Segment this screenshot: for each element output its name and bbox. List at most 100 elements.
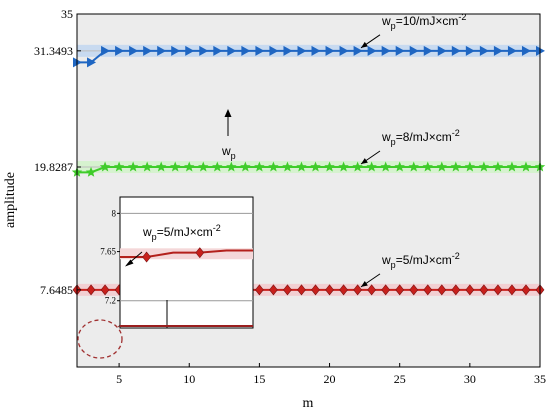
series-point-wp8 bbox=[324, 161, 335, 172]
series-wp10 bbox=[73, 45, 545, 68]
series-point-wp8 bbox=[296, 161, 307, 172]
annotation-label-main: w bbox=[381, 14, 391, 28]
annotation-label: wp=8/mJ×cm-2 bbox=[381, 128, 460, 147]
series-point-wp10 bbox=[269, 45, 279, 56]
annotation-label-sup: -2 bbox=[452, 251, 460, 261]
series-point-wp10 bbox=[157, 45, 167, 56]
series-point-wp8 bbox=[352, 161, 363, 172]
series-point-wp8 bbox=[408, 161, 419, 172]
series-point-wp8 bbox=[478, 161, 490, 172]
series-point-wp5 bbox=[311, 284, 320, 296]
series-point-wp5 bbox=[465, 284, 475, 296]
x-tick-label: 10 bbox=[183, 372, 195, 386]
series-point-wp10 bbox=[465, 45, 475, 56]
y-tick-label: 7.6485 bbox=[40, 283, 73, 297]
series-point-wp8 bbox=[113, 161, 125, 172]
annotation-label-rest: =10/mJ×cm bbox=[396, 14, 459, 28]
series-point-wp10 bbox=[493, 45, 503, 56]
x-tick-label: 25 bbox=[394, 372, 406, 386]
series-point-wp8 bbox=[240, 161, 251, 172]
annotation-label-rest: =8/mJ×cm bbox=[396, 130, 452, 144]
series-point-wp5 bbox=[451, 284, 461, 296]
series-point-wp10 bbox=[479, 45, 489, 56]
series-point-wp8 bbox=[450, 161, 462, 172]
annotation-arrow-head bbox=[361, 158, 368, 165]
series-point-wp10 bbox=[367, 45, 377, 56]
series-point-wp5 bbox=[325, 284, 334, 296]
series-point-wp10 bbox=[227, 45, 237, 56]
series-point-wp10 bbox=[185, 45, 195, 56]
inset-frame bbox=[119, 196, 254, 329]
series-point-wp5 bbox=[479, 284, 489, 296]
series-point-wp5 bbox=[353, 284, 362, 296]
plot-frame bbox=[76, 13, 541, 368]
y-tick-label: 19.8287 bbox=[34, 160, 73, 174]
series-point-wp8 bbox=[338, 161, 349, 172]
series-point-wp10 bbox=[451, 45, 461, 56]
series-point-wp8 bbox=[506, 161, 518, 172]
series-point-wp5 bbox=[86, 284, 96, 296]
series-point-wp10 bbox=[409, 45, 419, 56]
series-point-wp10 bbox=[101, 45, 111, 56]
series-annotations: wp=10/mJ×cm-2wp=8/mJ×cm-2wp=5/mJ×cm-2 bbox=[360, 12, 466, 288]
inset-plot: 8 7.65 7.2 wp=5/mJ×cm-2 bbox=[100, 196, 254, 329]
series-point-wp10 bbox=[507, 45, 517, 56]
series-point-wp10 bbox=[255, 45, 265, 56]
annotation-label-sup: -2 bbox=[458, 12, 466, 22]
series-point-wp10 bbox=[171, 45, 181, 56]
series-point-wp8 bbox=[366, 161, 377, 172]
annotation-label: wp=10/mJ×cm-2 bbox=[381, 12, 466, 31]
series-point-wp10 bbox=[339, 45, 349, 56]
series-point-wp5 bbox=[100, 284, 110, 296]
series-point-wp8 bbox=[380, 161, 391, 172]
series-point-wp10 bbox=[115, 45, 125, 56]
series-point-wp8 bbox=[520, 161, 532, 172]
series-point-wp8 bbox=[99, 161, 111, 172]
annotation-wp8: wp=8/mJ×cm-2 bbox=[360, 128, 460, 165]
series-point-wp5 bbox=[395, 284, 405, 296]
series-point-wp10 bbox=[87, 57, 97, 68]
series-point-wp8 bbox=[310, 161, 321, 172]
series-point-wp10 bbox=[423, 45, 433, 56]
x-tick-label: 20 bbox=[324, 372, 336, 386]
series-line-wp8 bbox=[77, 166, 540, 174]
inset-ticks: 8 7.65 7.2 bbox=[100, 208, 120, 306]
series-point-wp8 bbox=[422, 161, 433, 172]
annotation-label: wp=5/mJ×cm-2 bbox=[381, 251, 460, 270]
series-line-wp10 bbox=[77, 49, 540, 64]
series-point-wp8 bbox=[169, 161, 181, 172]
series-point-wp5 bbox=[381, 284, 391, 296]
series-point-wp8 bbox=[141, 161, 153, 172]
inset-point bbox=[142, 251, 151, 263]
direction-arrow: wp bbox=[221, 109, 236, 161]
series-point-wp10 bbox=[199, 45, 209, 56]
series-point-wp10 bbox=[283, 45, 293, 56]
x-axis-label: m bbox=[303, 396, 314, 411]
series-point-wp8 bbox=[198, 161, 209, 172]
series-point-wp5 bbox=[255, 284, 264, 296]
series-point-wp8 bbox=[155, 161, 167, 172]
annotation-label-sub: p bbox=[391, 260, 396, 270]
series-point-wp5 bbox=[507, 284, 517, 296]
series-point-wp10 bbox=[325, 45, 335, 56]
series-point-wp10 bbox=[353, 45, 363, 56]
series-point-wp8 bbox=[268, 161, 279, 172]
annotation-arrow-head bbox=[361, 41, 368, 48]
series-point-wp5 bbox=[283, 284, 292, 296]
x-tick-label: 30 bbox=[464, 372, 476, 386]
annotation-wp10: wp=10/mJ×cm-2 bbox=[360, 12, 466, 49]
series-point-wp5 bbox=[339, 284, 348, 296]
inset-tick-label: 7.65 bbox=[100, 247, 116, 257]
series-point-wp8 bbox=[226, 161, 237, 172]
series-point-wp5 bbox=[367, 284, 377, 296]
series-point-wp5 bbox=[493, 284, 503, 296]
series-point-wp8 bbox=[184, 161, 195, 172]
series-point-wp8 bbox=[282, 161, 293, 172]
inset-band bbox=[120, 248, 253, 260]
series-point-wp10 bbox=[437, 45, 447, 56]
x-tick-label: 5 bbox=[116, 372, 122, 386]
series-point-wp5 bbox=[409, 284, 419, 296]
highlight-ellipse bbox=[77, 319, 123, 359]
inset-annotation-arrow-head bbox=[125, 259, 134, 267]
